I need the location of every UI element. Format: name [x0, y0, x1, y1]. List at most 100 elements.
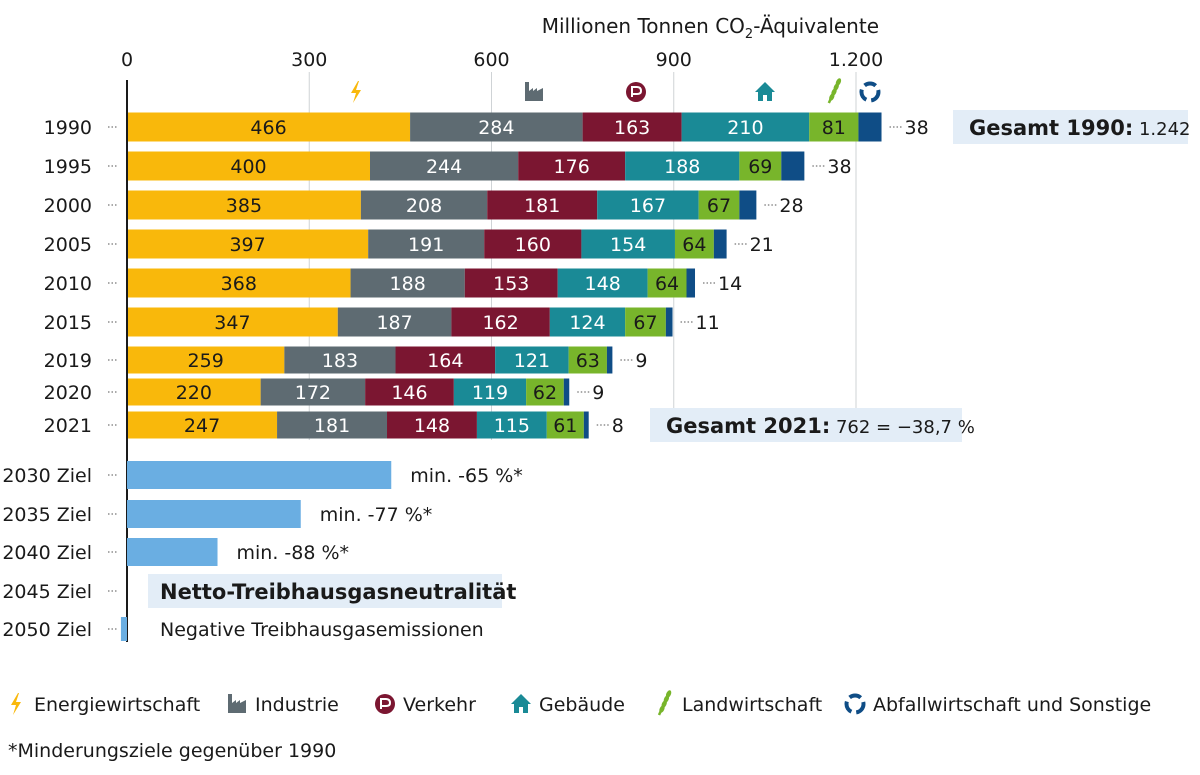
recycle-icon	[859, 81, 881, 103]
data-label: 9	[635, 350, 647, 372]
data-label: 368	[221, 273, 257, 295]
data-label: 181	[524, 195, 560, 217]
bar-segment	[127, 307, 338, 337]
data-label: 191	[408, 234, 444, 256]
bar-segment	[464, 268, 558, 298]
data-label: 164	[427, 350, 463, 372]
bar-segment	[625, 151, 740, 181]
bars: 466 284 163 210 81 38 400 244 176 188 69 38 385 208 18…	[127, 112, 929, 439]
bar-segment	[546, 411, 584, 439]
bar-segment	[127, 346, 285, 374]
wheat-icon-grain	[835, 78, 842, 86]
bar-segment	[681, 112, 810, 142]
bar-segment	[582, 112, 682, 142]
y-tick-label: 2010	[44, 273, 92, 295]
bar-segment	[410, 112, 583, 142]
data-label: 208	[406, 195, 442, 217]
car-icon	[375, 694, 395, 714]
legend-item: Abfallwirtschaft und Sonstige	[844, 693, 1151, 716]
target-bar	[120, 617, 127, 641]
bar-segment	[337, 307, 452, 337]
legend-label: Industrie	[255, 694, 339, 716]
data-label: 172	[295, 382, 331, 404]
data-label: 69	[748, 156, 772, 178]
sector-icons	[351, 78, 881, 104]
bar-segment	[583, 411, 589, 439]
y-tick-label: 1990	[44, 117, 92, 139]
legend-item: Landwirtschaft	[657, 690, 822, 716]
chart-title: Millionen Tonnen CO2-Äquivalente	[542, 14, 879, 42]
data-label: 210	[727, 117, 763, 139]
bar-segment	[365, 378, 454, 406]
bar-segment	[277, 411, 388, 439]
x-tick-label: 1.200	[829, 49, 883, 71]
y-tick-label: 2015	[44, 312, 92, 334]
bar-segment	[395, 346, 496, 374]
legend: Energiewirtschaft Industrie Verkehr Gebäude…	[11, 690, 1151, 716]
annotation-box	[953, 110, 1188, 144]
recycle-icon	[844, 693, 866, 715]
bar-segment	[495, 346, 569, 374]
data-label: 28	[779, 195, 803, 217]
bar-segment	[674, 229, 714, 259]
y-tick-label: 2020	[44, 382, 92, 404]
legend-label: Verkehr	[403, 694, 476, 716]
bar-segment	[370, 151, 519, 181]
x-tick-label: 600	[473, 49, 509, 71]
bar-segment	[368, 229, 485, 259]
data-label: 146	[391, 382, 427, 404]
y-tick-label: 2040 Ziel	[2, 542, 92, 564]
data-label: 63	[576, 350, 600, 372]
bar-segment	[625, 307, 666, 337]
data-label: 64	[682, 234, 706, 256]
y-tick-label: 2035 Ziel	[2, 504, 92, 526]
data-label: 11	[696, 312, 720, 334]
car-icon-detail	[631, 86, 643, 97]
bar-segment	[549, 307, 626, 337]
bar-segment	[713, 229, 727, 259]
bar-segment	[563, 378, 570, 406]
data-label: 9	[592, 382, 604, 404]
data-label: 119	[472, 382, 508, 404]
footnote: *Minderungsziele gegenüber 1990	[8, 740, 337, 762]
data-label: 154	[610, 234, 646, 256]
data-label: 247	[184, 415, 220, 437]
bar-segment	[518, 151, 626, 181]
data-label: 61	[553, 415, 577, 437]
bar-segment	[698, 190, 740, 220]
target-highlight	[148, 574, 502, 608]
bar-segment	[597, 190, 699, 220]
bar-segment	[284, 346, 396, 374]
data-label: 176	[554, 156, 590, 178]
bar-segment	[581, 229, 675, 259]
data-label: 153	[493, 273, 529, 295]
data-label: 244	[426, 156, 462, 178]
data-label: 8	[612, 415, 624, 437]
data-label: 21	[750, 234, 774, 256]
legend-item: Verkehr	[375, 694, 476, 716]
data-label: 181	[314, 415, 350, 437]
bar-segment	[127, 378, 261, 406]
data-label: 64	[655, 273, 679, 295]
y-tick-label: 2005	[44, 234, 92, 256]
y-tick-label: 2030 Ziel	[2, 465, 92, 487]
data-label: 466	[250, 117, 286, 139]
data-label: 188	[390, 273, 426, 295]
legend-item: Gebäude	[511, 694, 625, 716]
bar-segment	[484, 229, 582, 259]
lightning-icon	[11, 693, 21, 715]
annotation-text: Gesamt 1990: 1.242	[969, 116, 1191, 140]
data-label: 163	[614, 117, 650, 139]
data-label: 220	[176, 382, 212, 404]
x-tick-label: 0	[121, 49, 133, 71]
data-label: 148	[414, 415, 450, 437]
bar-segment	[809, 112, 859, 142]
target-label: min. -88 %*	[237, 542, 350, 564]
data-label: 38	[827, 156, 851, 178]
data-label: 160	[515, 234, 551, 256]
house-icon	[755, 82, 775, 101]
bar-segment	[350, 268, 465, 298]
data-label: 187	[376, 312, 412, 334]
bar-segment	[686, 268, 696, 298]
bar-segment	[127, 112, 411, 142]
